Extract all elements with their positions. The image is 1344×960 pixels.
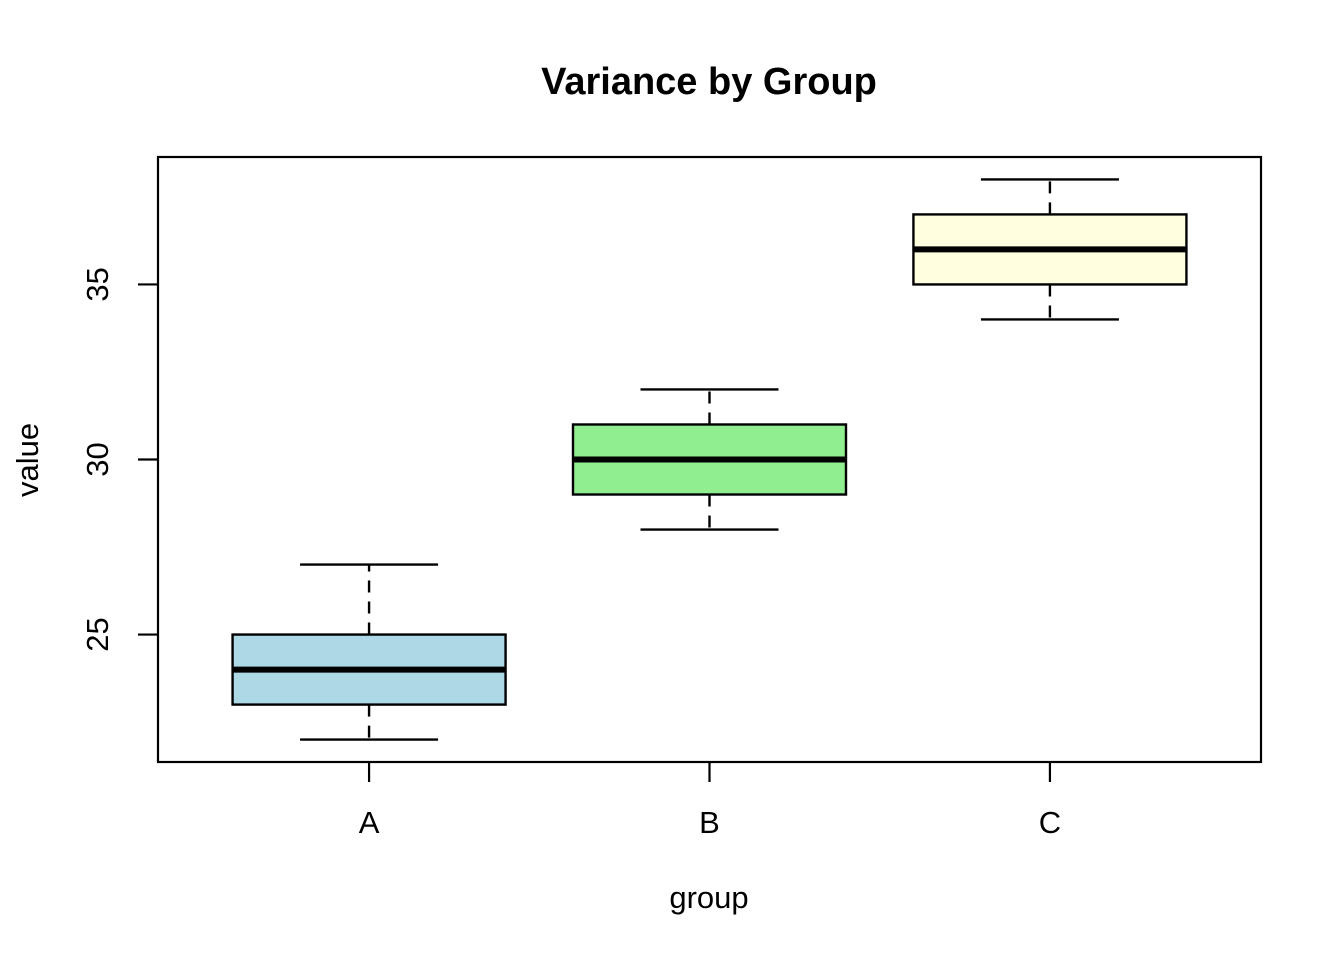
x-tick-label: A [359, 805, 380, 840]
y-tick-label: 35 [80, 267, 115, 301]
plot-area: 25 30 35 A B C [80, 178, 1188, 840]
chart-title: Variance by Group [541, 61, 877, 103]
y-tick-label: 30 [80, 442, 115, 476]
x-axis-label: group [669, 880, 748, 915]
y-tick-label: 25 [80, 617, 115, 651]
boxplot-C [912, 178, 1188, 321]
boxplot-B [571, 388, 848, 531]
boxplot-A [231, 563, 507, 741]
y-axis-label: value [10, 423, 45, 497]
x-tick-label: C [1039, 805, 1061, 840]
x-tick-label: B [699, 805, 720, 840]
plot-border [156, 155, 1263, 764]
